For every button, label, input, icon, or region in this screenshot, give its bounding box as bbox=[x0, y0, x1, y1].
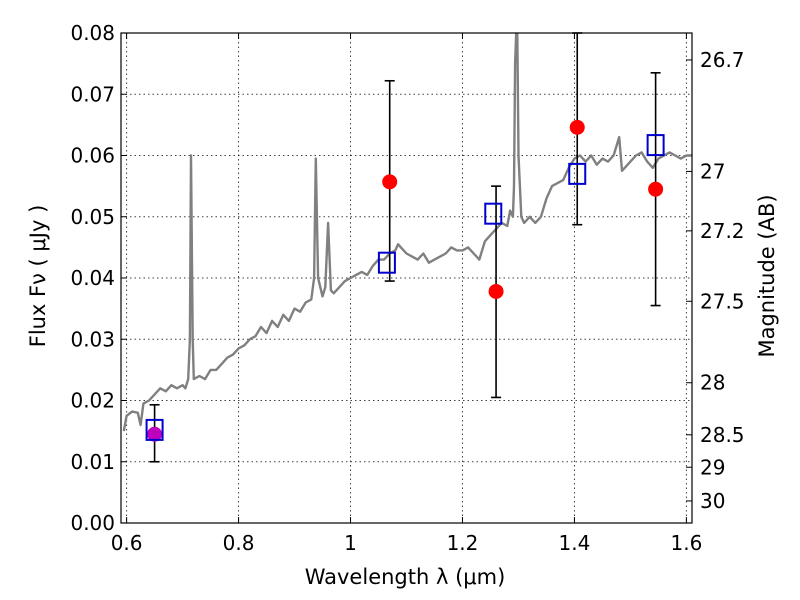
y2-axis-label: Magnitude (AB) bbox=[755, 194, 779, 357]
y2-tick-label: 27.2 bbox=[700, 219, 745, 243]
y-tick-label: 0.01 bbox=[70, 450, 115, 474]
y2-tick-label: 27.5 bbox=[700, 289, 745, 313]
circle-marker bbox=[382, 174, 398, 190]
x-tick-label: 1.6 bbox=[670, 531, 702, 555]
x-tick-label: 0.8 bbox=[223, 531, 255, 555]
y2-tick-label: 29 bbox=[700, 455, 725, 479]
ticks-layer: 0.6 0.8 1 1.2 1.4 1.6 0.00 0.01 0.02 0.03 0.04 0.05… bbox=[70, 21, 744, 555]
y-tick-label: 0.02 bbox=[70, 389, 115, 413]
y2-tick-label: 28 bbox=[700, 371, 725, 395]
square-marker bbox=[568, 162, 587, 185]
y-tick-label: 0.08 bbox=[70, 21, 115, 45]
square-marker bbox=[646, 134, 665, 157]
x-tick-label: 1 bbox=[344, 531, 357, 555]
y-axis-label: Flux Fν ( μJy ) bbox=[26, 205, 50, 348]
x-tick-label: 1.2 bbox=[447, 531, 479, 555]
square-marker bbox=[145, 418, 164, 441]
x-tick-label: 0.6 bbox=[111, 531, 143, 555]
data-points-layer bbox=[145, 32, 665, 463]
y-tick-label: 0.06 bbox=[70, 144, 115, 168]
circle-marker bbox=[569, 119, 585, 135]
circle-marker bbox=[488, 283, 504, 299]
square-marker bbox=[377, 251, 396, 274]
x-tick-label: 1.4 bbox=[559, 531, 591, 555]
spectrum-layer bbox=[122, 33, 692, 432]
y-tick-label: 0.03 bbox=[70, 327, 115, 351]
y-tick-label: 0.04 bbox=[70, 266, 115, 290]
y-tick-label: 0.00 bbox=[70, 511, 115, 535]
y2-tick-label: 30 bbox=[700, 489, 725, 513]
y-tick-label: 0.05 bbox=[70, 205, 115, 229]
square-marker bbox=[484, 202, 503, 225]
y2-tick-label: 27 bbox=[700, 159, 725, 183]
circle-marker bbox=[648, 181, 664, 197]
circle-marker bbox=[147, 426, 163, 442]
y-tick-label: 0.07 bbox=[70, 82, 115, 106]
grid bbox=[121, 33, 692, 523]
spectrum-line bbox=[122, 33, 692, 432]
x-axis-label: Wavelength λ (μm) bbox=[305, 565, 506, 589]
y2-tick-label: 28.5 bbox=[700, 423, 745, 447]
y2-tick-label: 26.7 bbox=[700, 48, 745, 72]
